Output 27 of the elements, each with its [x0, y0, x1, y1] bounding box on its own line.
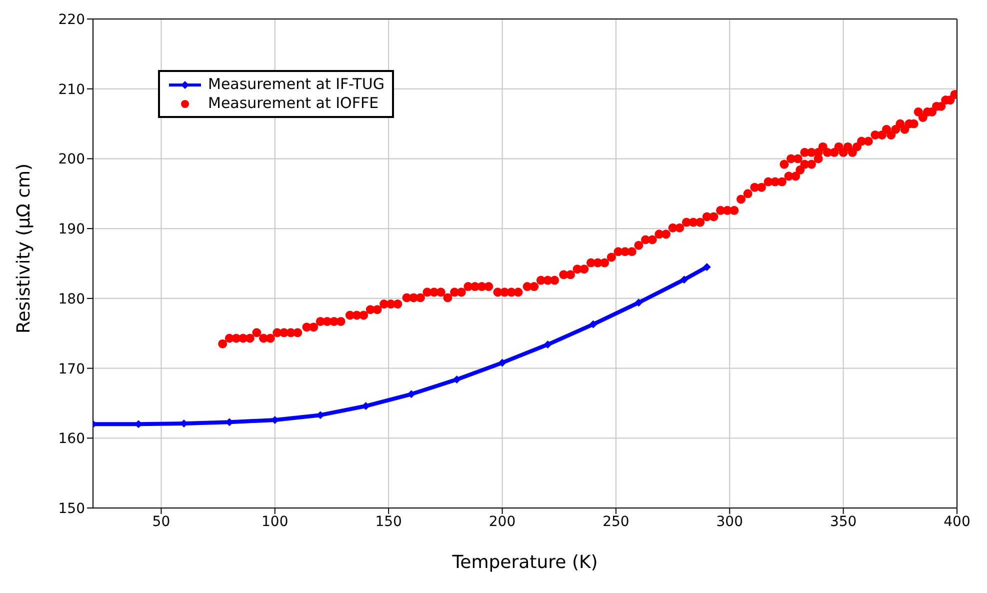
legend-label: Measurement at IOFFE: [208, 94, 379, 113]
x-tick-label: 150: [375, 514, 402, 530]
point: [452, 375, 461, 384]
x-axis-title: Temperature (K): [451, 552, 598, 573]
point: [680, 276, 688, 284]
y-tick-label: 200: [58, 152, 85, 168]
y-tick-label: 170: [58, 361, 85, 378]
x-tick-label: 50: [152, 514, 170, 530]
point: [702, 262, 711, 271]
y-tick-label: 220: [58, 12, 85, 28]
x-tick-label: 200: [488, 514, 516, 530]
point: [634, 298, 643, 307]
x-tick-label: 350: [830, 514, 857, 530]
point: [589, 320, 598, 328]
legend-label: Measurement at IF-TUG: [208, 75, 384, 94]
point: [498, 358, 506, 367]
y-tick-label: 150: [58, 500, 85, 517]
x-tick-label: 400: [944, 514, 970, 530]
y-tick-label: 210: [58, 82, 85, 98]
x-tick-label: 300: [716, 514, 743, 530]
y-tick-label: 190: [58, 222, 85, 238]
x-tick-label: 250: [602, 514, 630, 530]
y-tick-label: 160: [58, 431, 85, 448]
y-tick-label: 180: [58, 291, 85, 308]
point: [544, 340, 552, 349]
x-tick-label: 100: [262, 514, 288, 530]
y-axis-title: Resistivity (µΩ cm): [13, 163, 34, 334]
